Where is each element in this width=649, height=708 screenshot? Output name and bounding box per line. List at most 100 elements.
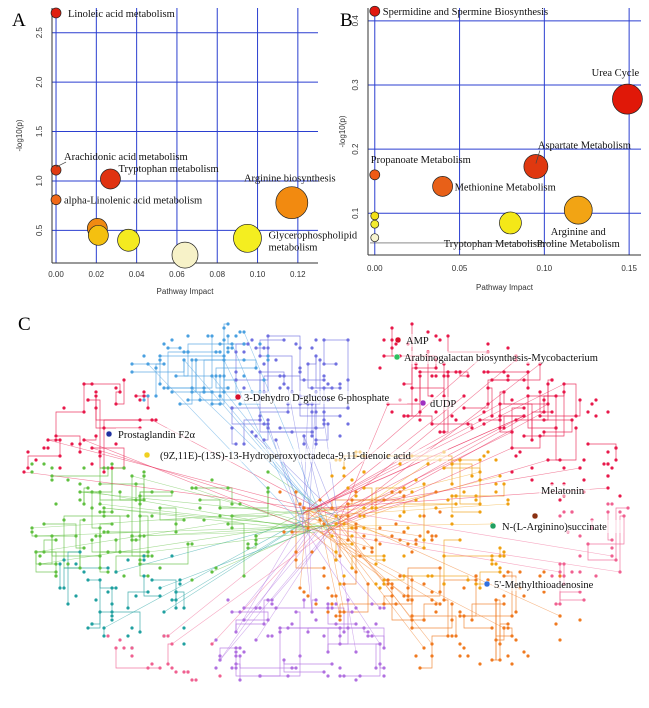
network-edge xyxy=(308,356,317,365)
network-node xyxy=(198,498,202,502)
network-node xyxy=(38,562,42,566)
network-node xyxy=(474,574,478,578)
network-node xyxy=(498,570,502,574)
network-node xyxy=(54,538,58,542)
network-node xyxy=(246,342,250,346)
network-node xyxy=(394,522,398,526)
network-node xyxy=(474,494,478,498)
network-node xyxy=(402,574,406,578)
network-edge xyxy=(588,516,625,545)
network-edge xyxy=(351,555,384,568)
network-node xyxy=(450,618,454,622)
network-node xyxy=(170,338,174,342)
network-node xyxy=(30,530,34,534)
network-node xyxy=(258,606,262,610)
network-node xyxy=(178,582,182,586)
network-node xyxy=(182,642,186,646)
network-node xyxy=(554,622,558,626)
network-node xyxy=(314,410,318,414)
network-edge xyxy=(296,611,301,656)
network-node xyxy=(390,338,394,342)
network-node xyxy=(278,386,282,390)
network-node xyxy=(74,534,78,538)
network-node xyxy=(410,550,414,554)
network-node xyxy=(106,570,110,574)
network-node xyxy=(570,570,574,574)
network-node xyxy=(406,542,410,546)
network-node xyxy=(410,490,414,494)
network-edge xyxy=(211,531,316,645)
x-axis-title: Pathway Impact xyxy=(476,283,534,292)
network-node xyxy=(282,382,286,386)
network-node xyxy=(442,466,446,470)
network-node xyxy=(510,398,514,402)
node-label: Arabinogalactan biosynthesis-Mycobacteri… xyxy=(404,353,598,364)
network-edge xyxy=(487,379,508,404)
network-node xyxy=(226,334,230,338)
network-edge xyxy=(340,627,385,648)
network-node xyxy=(262,378,266,382)
network-node xyxy=(378,526,382,530)
network-edge xyxy=(527,396,556,429)
point-label: Linoleic acid metabolism xyxy=(68,9,175,20)
network-node xyxy=(86,626,90,630)
network-node xyxy=(254,542,258,546)
y-tick-label: 0.4 xyxy=(351,15,360,27)
network-node xyxy=(146,590,150,594)
x-tick-label: 0.00 xyxy=(367,264,383,273)
network-edge xyxy=(295,552,324,569)
network-node xyxy=(234,370,238,374)
network-edge xyxy=(408,388,413,417)
network-node xyxy=(98,450,102,454)
network-node xyxy=(434,334,438,338)
network-edge xyxy=(543,395,556,412)
network-node xyxy=(522,406,526,410)
network-node xyxy=(222,374,226,378)
network-node xyxy=(226,522,230,526)
network-node xyxy=(322,634,326,638)
network-node xyxy=(354,522,358,526)
network-node xyxy=(470,474,474,478)
network-node xyxy=(538,414,542,418)
network-node xyxy=(94,434,98,438)
network-node xyxy=(162,362,166,366)
network-node xyxy=(526,654,530,658)
network-node xyxy=(242,618,246,622)
network-node xyxy=(470,618,474,622)
network-node xyxy=(346,338,350,342)
network-node xyxy=(394,602,398,606)
network-node xyxy=(138,630,142,634)
network-node xyxy=(618,510,622,514)
network-node xyxy=(562,466,566,470)
network-node xyxy=(106,550,110,554)
network-edge xyxy=(159,519,341,589)
data-point xyxy=(369,169,381,181)
network-node xyxy=(306,526,310,530)
network-node xyxy=(626,506,630,510)
network-node xyxy=(418,534,422,538)
network-node xyxy=(582,598,586,602)
network-node xyxy=(298,346,302,350)
network-edge xyxy=(115,391,120,404)
network-node xyxy=(226,322,230,326)
network-node xyxy=(182,606,186,610)
network-node xyxy=(494,638,498,642)
network-node xyxy=(218,350,222,354)
network-node xyxy=(334,602,338,606)
network-node xyxy=(326,674,330,678)
network-node xyxy=(274,358,278,362)
network-node xyxy=(142,534,146,538)
network-node xyxy=(310,346,314,350)
network-node xyxy=(30,526,34,530)
network-node xyxy=(98,490,102,494)
network-node xyxy=(454,502,458,506)
network-node xyxy=(262,622,266,626)
network-node xyxy=(254,534,258,538)
network-node xyxy=(74,562,78,566)
network-node xyxy=(90,446,94,450)
network-node xyxy=(150,514,154,518)
network-node xyxy=(370,634,374,638)
network-node xyxy=(282,658,286,662)
network-node xyxy=(494,490,498,494)
network-node xyxy=(586,542,590,546)
